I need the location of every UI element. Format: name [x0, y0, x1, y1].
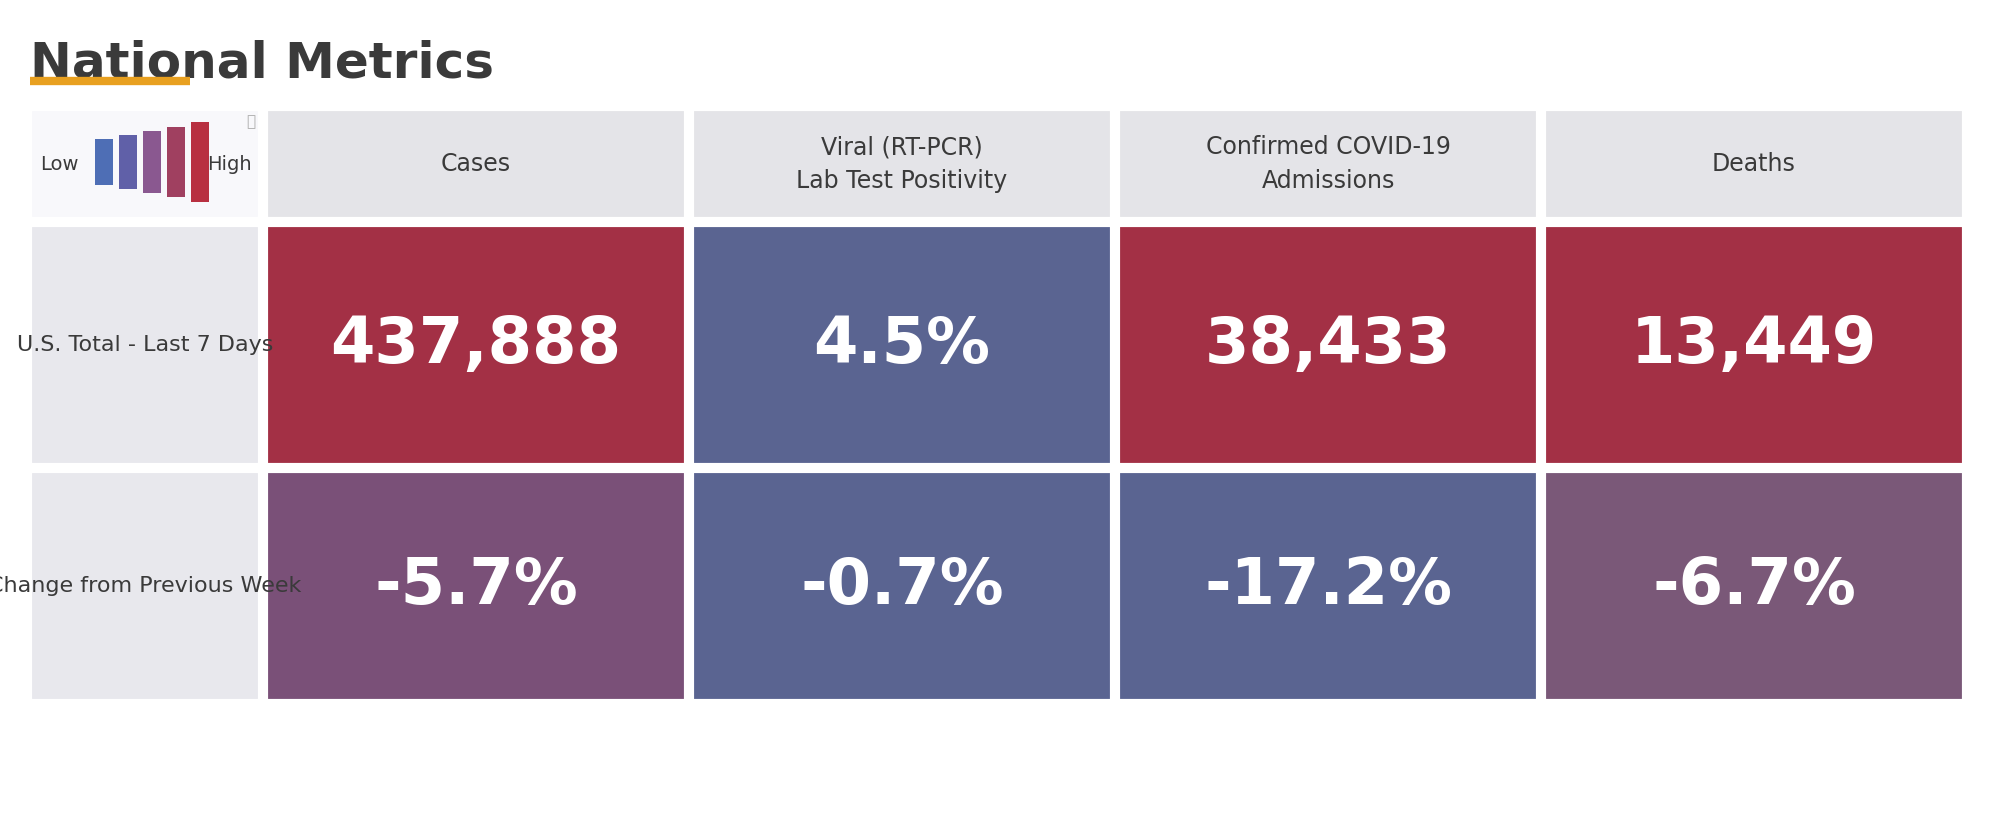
Text: Viral (RT-PCR)
Lab Test Positivity: Viral (RT-PCR) Lab Test Positivity [796, 135, 1008, 193]
Text: 4.5%: 4.5% [814, 314, 990, 376]
Text: Deaths: Deaths [1712, 152, 1796, 176]
Text: -5.7%: -5.7% [374, 555, 578, 617]
Text: High: High [208, 154, 252, 174]
Text: -17.2%: -17.2% [1204, 555, 1452, 617]
Text: National Metrics: National Metrics [30, 39, 494, 87]
Bar [168, 127, 184, 197]
Bar [1544, 471, 1964, 701]
Bar [144, 131, 160, 193]
Bar [266, 225, 686, 465]
Bar [96, 139, 112, 185]
Bar [692, 109, 1112, 219]
Bar [30, 109, 260, 219]
Text: Confirmed COVID-19
Admissions: Confirmed COVID-19 Admissions [1206, 135, 1450, 193]
Text: ⤢: ⤢ [246, 114, 256, 129]
Bar [692, 471, 1112, 701]
Bar [692, 225, 1112, 465]
Bar [1544, 225, 1964, 465]
Text: Change from Previous Week: Change from Previous Week [0, 576, 302, 596]
Text: 13,449: 13,449 [1630, 314, 1878, 376]
Text: Cases: Cases [440, 152, 512, 176]
Text: 38,433: 38,433 [1204, 314, 1452, 376]
Bar [266, 471, 686, 701]
Text: Low: Low [40, 154, 78, 174]
Bar [266, 109, 686, 219]
Bar [1118, 109, 1538, 219]
Bar [1118, 225, 1538, 465]
Text: -0.7%: -0.7% [800, 555, 1004, 617]
Text: U.S. Total - Last 7 Days: U.S. Total - Last 7 Days [16, 335, 274, 355]
Text: -6.7%: -6.7% [1652, 555, 1856, 617]
Bar [30, 225, 260, 465]
Bar [1544, 109, 1964, 219]
Bar [1118, 471, 1538, 701]
Text: 437,888: 437,888 [330, 314, 622, 376]
Bar [120, 135, 136, 190]
Bar [192, 122, 208, 201]
Bar [30, 471, 260, 701]
